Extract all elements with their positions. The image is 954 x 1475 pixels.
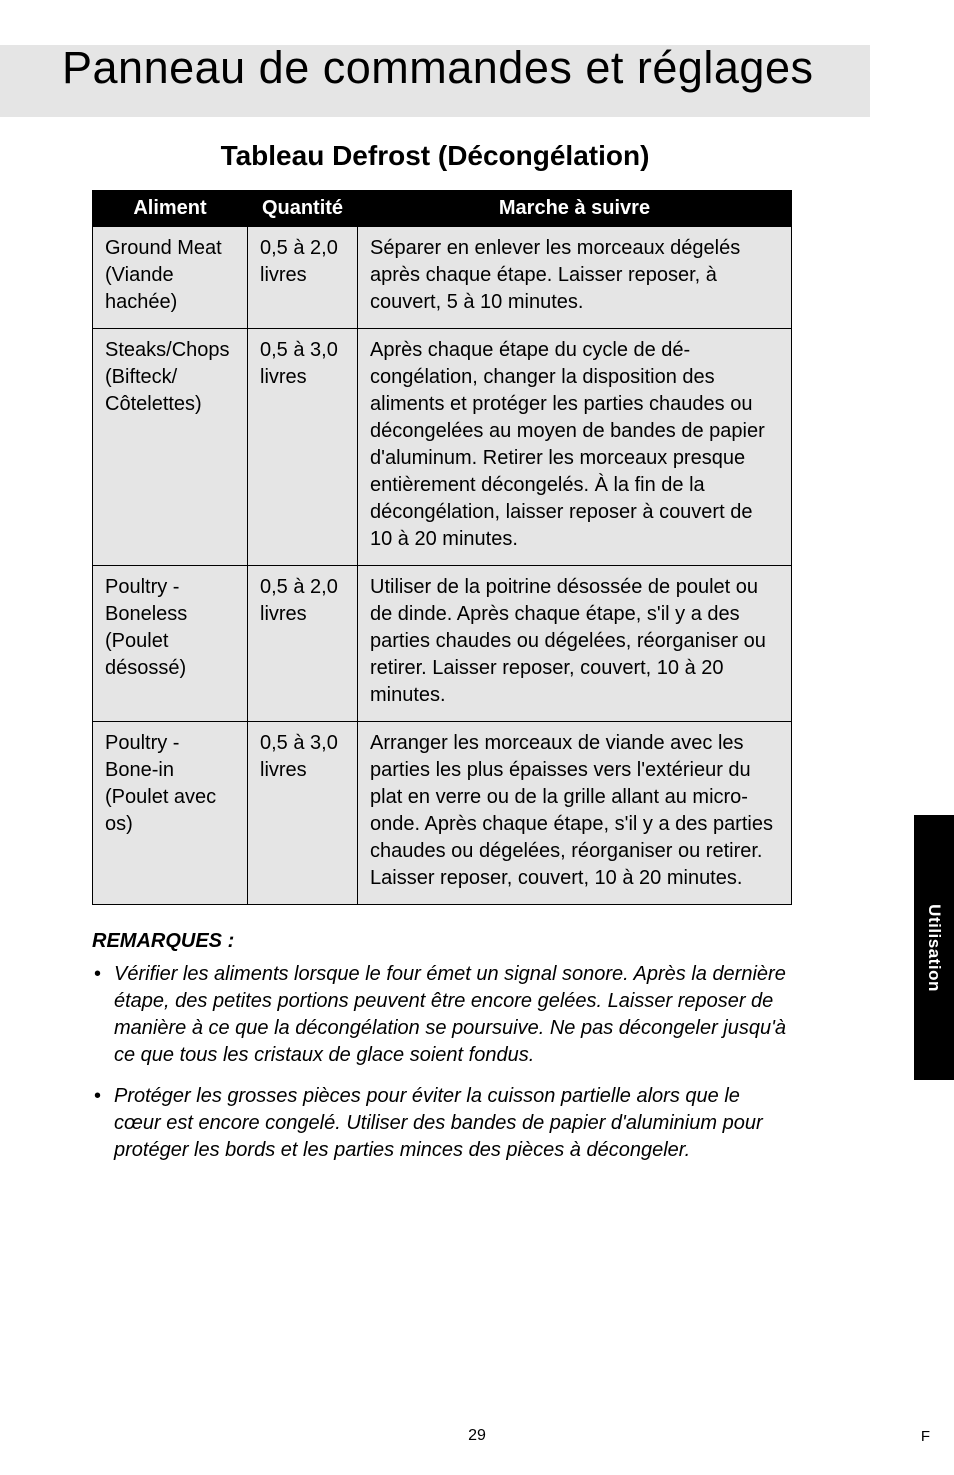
cell-quantite: 0,5 à 2,0 livres	[248, 227, 358, 329]
cell-quantite: 0,5 à 3,0 livres	[248, 329, 358, 566]
cell-aliment: Steaks/Chops (Bifteck/ Côtelettes)	[93, 329, 248, 566]
table-row: Steaks/Chops (Bifteck/ Côtelettes) 0,5 à…	[93, 329, 792, 566]
cell-aliment: Poultry - Bone-in (Poulet avec os)	[93, 722, 248, 905]
header-aliment: Aliment	[93, 191, 248, 227]
remarks-item: Vérifier les aliments lorsque le four ém…	[92, 961, 792, 1069]
cell-aliment: Ground Meat (Viande hachée)	[93, 227, 248, 329]
cell-quantite: 0,5 à 2,0 livres	[248, 566, 358, 722]
side-tab-label: Utilisation	[924, 904, 944, 992]
cell-marche: Utiliser de la poitrine désossée de poul…	[358, 566, 792, 722]
cell-marche: Séparer en enlever les morceaux dégelés …	[358, 227, 792, 329]
remarks-item: Protéger les grosses pièces pour éviter …	[92, 1083, 792, 1164]
cell-quantite: 0,5 à 3,0 livres	[248, 722, 358, 905]
cell-aliment: Poultry - Boneless (Poulet désossé)	[93, 566, 248, 722]
defrost-table: Aliment Quantité Marche à suivre Ground …	[92, 190, 792, 905]
table-row: Poultry - Boneless (Poulet désossé) 0,5 …	[93, 566, 792, 722]
page-title: Panneau de commandes et réglages	[62, 42, 814, 94]
table-row: Poultry - Bone-in (Poulet avec os) 0,5 à…	[93, 722, 792, 905]
table-header-row: Aliment Quantité Marche à suivre	[93, 191, 792, 227]
side-tab: Utilisation	[914, 815, 954, 1080]
remarks-section: REMARQUES : Vérifier les aliments lorsqu…	[92, 930, 792, 1178]
page-lang-marker: F	[921, 1428, 930, 1445]
cell-marche: Arranger les morceaux de viande avec les…	[358, 722, 792, 905]
table-row: Ground Meat (Viande hachée) 0,5 à 2,0 li…	[93, 227, 792, 329]
remarks-list: Vérifier les aliments lorsque le four ém…	[92, 961, 792, 1164]
cell-marche: Après chaque étape du cycle de dé-congél…	[358, 329, 792, 566]
header-marche: Marche à suivre	[358, 191, 792, 227]
page-number: 29	[0, 1427, 954, 1445]
page-subtitle: Tableau Defrost (Décongélation)	[0, 140, 870, 172]
header-quantite: Quantité	[248, 191, 358, 227]
defrost-table-wrap: Aliment Quantité Marche à suivre Ground …	[92, 190, 792, 905]
remarks-title: REMARQUES :	[92, 930, 792, 953]
